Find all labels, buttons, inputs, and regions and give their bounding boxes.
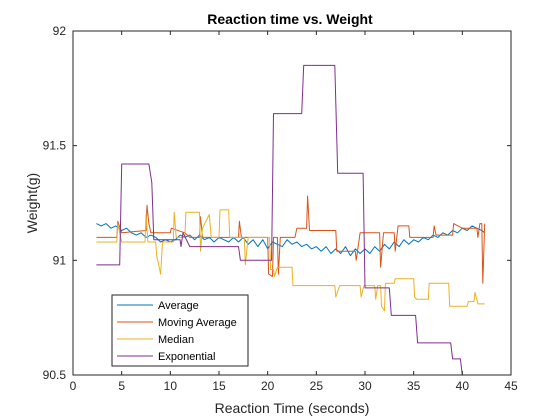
chart-title: Reaction time vs. Weight bbox=[207, 11, 373, 27]
x-tick-label: 20 bbox=[261, 379, 275, 393]
legend: Average Moving Average Median Exponential bbox=[111, 294, 249, 367]
x-tick-label: 45 bbox=[504, 379, 518, 393]
y-tick-label: 91 bbox=[53, 253, 67, 267]
x-tick-label: 15 bbox=[212, 379, 226, 393]
legend-label: Moving Average bbox=[158, 317, 237, 329]
y-axis-label: Weight(g) bbox=[24, 173, 40, 233]
series-line-average bbox=[96, 223, 486, 257]
y-tick-label: 90.5 bbox=[43, 368, 67, 382]
series-line-moving-average bbox=[96, 195, 486, 284]
legend-label: Average bbox=[158, 300, 199, 312]
series-line-exponential bbox=[96, 64, 485, 376]
x-axis-label: Reaction Time (seconds) bbox=[215, 400, 370, 416]
x-tick-label: 5 bbox=[118, 379, 125, 393]
x-tick-label: 25 bbox=[310, 379, 324, 393]
y-tick-label: 92 bbox=[53, 24, 67, 38]
x-tick-label: 30 bbox=[358, 379, 372, 393]
legend-box bbox=[111, 294, 249, 367]
y-tick-label: 91.5 bbox=[43, 139, 67, 153]
x-tick-label: 10 bbox=[164, 379, 178, 393]
series-line-median bbox=[96, 209, 485, 312]
legend-label: Median bbox=[158, 334, 194, 346]
x-tick-label: 35 bbox=[407, 379, 421, 393]
plot-area-frame bbox=[72, 30, 512, 376]
legend-label: Exponential bbox=[158, 351, 216, 363]
x-tick-label: 0 bbox=[70, 379, 77, 393]
x-tick-label: 40 bbox=[456, 379, 470, 393]
